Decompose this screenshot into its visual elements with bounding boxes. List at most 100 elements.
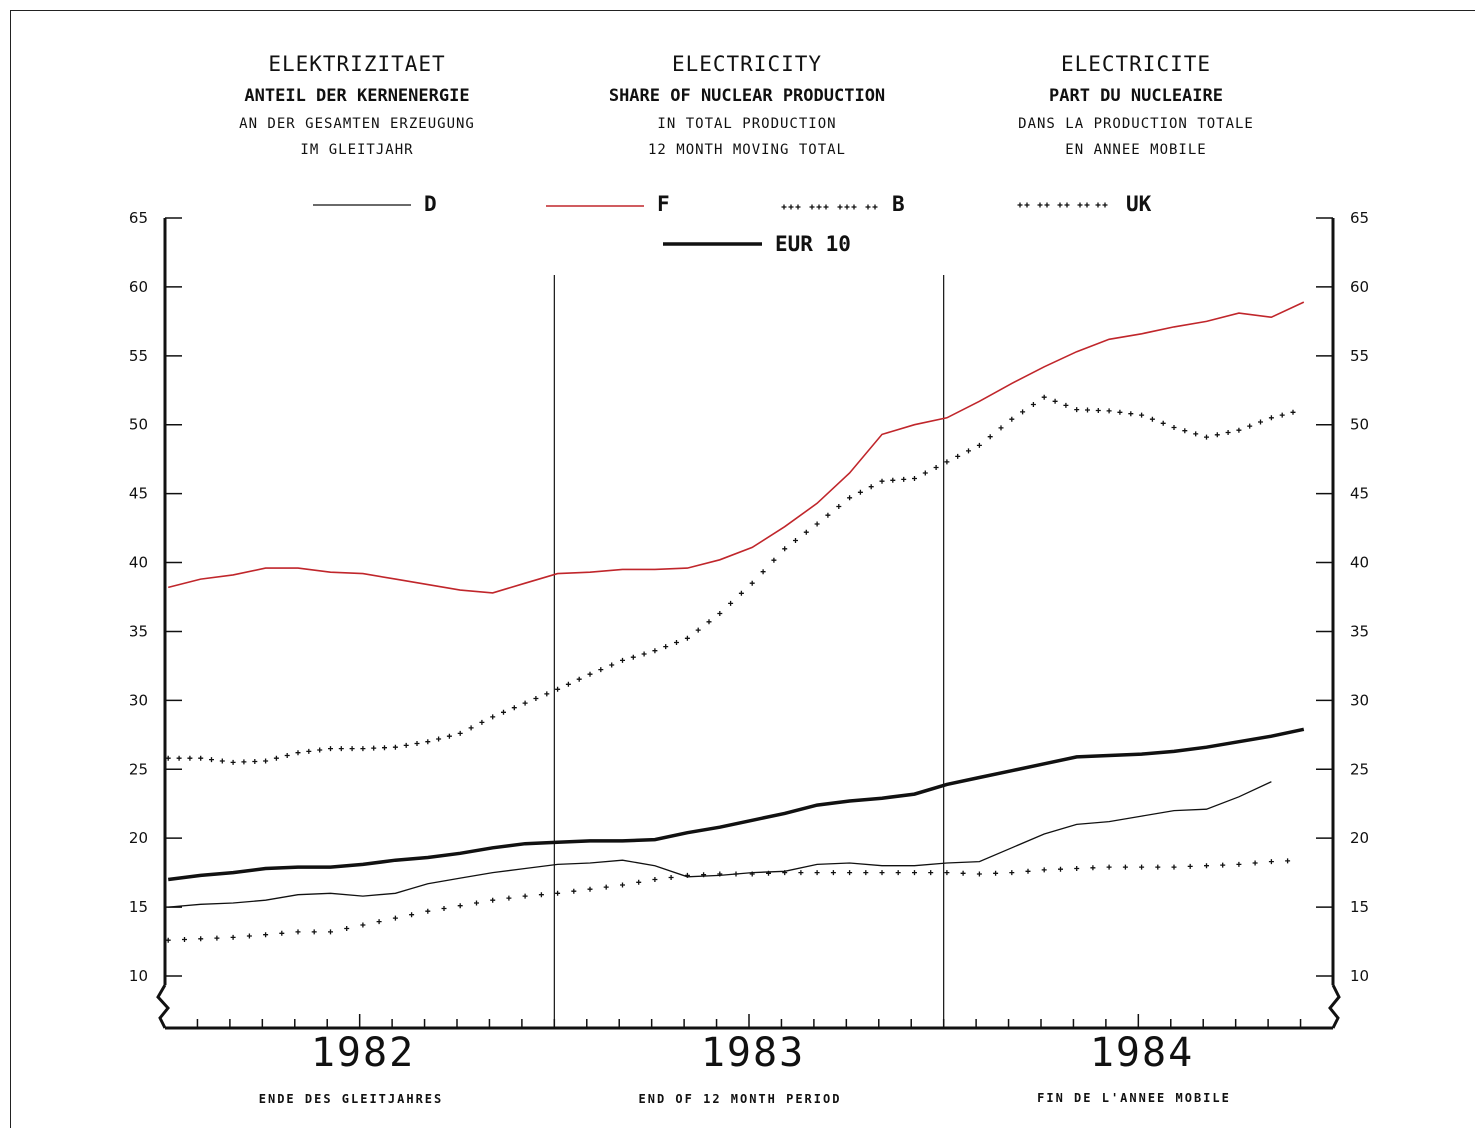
series-b-mark <box>382 745 387 751</box>
legend-b-mark <box>872 204 878 210</box>
y-tick-label-right: 55 <box>1350 347 1369 365</box>
series-uk-mark <box>620 882 625 888</box>
header-german-line3: AN DER GESAMTEN ERZEUGUNG <box>239 116 475 132</box>
series-b-mark <box>349 746 355 752</box>
series-b-mark <box>695 627 701 633</box>
header-french: ELECTRICITE PART DU NUCLEAIRE DANS LA PR… <box>936 52 1336 168</box>
series-uk-mark <box>279 930 285 936</box>
series-uk-mark <box>246 933 252 939</box>
y-tick-label-right: 20 <box>1350 829 1369 847</box>
series-uk-mark <box>1171 864 1177 870</box>
series-uk-mark <box>1074 866 1080 871</box>
legend-swatches <box>313 202 1108 246</box>
series-uk-mark <box>766 870 771 876</box>
series-uk-mark <box>863 870 869 876</box>
series-b-mark <box>1193 431 1199 437</box>
footer-german: ENDE DES GLEITJAHRES <box>258 1092 444 1106</box>
legend-b-mark <box>844 204 850 210</box>
series-uk-mark <box>993 870 999 876</box>
header-english: ELECTRICITY SHARE OF NUCLEAR PRODUCTION … <box>547 52 947 168</box>
series-uk-mark <box>701 872 707 878</box>
header-french-line3: DANS LA PRODUCTION TOTALE <box>1018 116 1254 132</box>
series-b-mark <box>371 745 377 751</box>
series-b-mark <box>976 442 982 448</box>
series-uk-mark <box>1252 860 1258 866</box>
series-b-mark <box>468 725 474 731</box>
series-uk-mark <box>198 936 204 942</box>
series-d-line <box>168 781 1272 908</box>
series-b-mark <box>1258 419 1263 425</box>
series-b-mark <box>641 651 647 657</box>
series-b-mark <box>328 746 333 752</box>
series-uk-mark <box>457 903 463 909</box>
legend-b-mark <box>816 204 822 210</box>
series-b-mark <box>252 759 258 764</box>
series-uk-mark <box>1139 864 1145 870</box>
legend-b-mark <box>851 204 857 210</box>
series-uk-mark <box>1041 867 1047 873</box>
series-b-mark <box>317 747 323 753</box>
series-uk-mark <box>409 912 415 918</box>
series-uk-mark <box>749 871 755 877</box>
header-english-line2: SHARE OF NUCLEAR PRODUCTION <box>608 86 886 106</box>
series-b-mark <box>933 465 939 470</box>
series-b-mark <box>1106 408 1112 414</box>
series-b-mark <box>533 696 539 701</box>
legend-swatch-b <box>781 204 878 210</box>
y-tick-label-left: 35 <box>129 622 148 640</box>
series-b-mark <box>198 755 204 761</box>
series-b-mark <box>457 730 463 736</box>
series-uk-mark <box>1025 868 1031 874</box>
series-uk-mark <box>668 875 674 880</box>
series-uk-mark <box>344 926 350 931</box>
legend-b-mark <box>809 204 815 210</box>
series-uk-mark <box>928 870 934 876</box>
series-b-mark <box>1247 423 1253 429</box>
series-b-mark <box>663 644 669 650</box>
header-english-line1: ELECTRICITY <box>671 52 823 76</box>
series-uk-mark <box>1122 864 1128 870</box>
series-b-mark <box>674 640 679 645</box>
y-tick-label-left: 60 <box>129 278 148 296</box>
header-french-line4: EN ANNEE MOBILE <box>1065 142 1207 158</box>
y-tick-label-left: 50 <box>129 416 148 434</box>
legend-uk-mark <box>1057 202 1063 208</box>
series-b-mark <box>219 758 225 764</box>
y-tick-label-right: 65 <box>1350 209 1369 227</box>
series-b-mark <box>738 590 744 596</box>
series-b-mark <box>749 580 755 586</box>
header-english-line4: 12 MONTH MOVING TOTAL <box>647 142 846 158</box>
series-b-mark <box>511 705 517 711</box>
series-uk-mark <box>230 934 236 940</box>
series-b-mark <box>847 495 853 501</box>
legend-uk-mark <box>1077 202 1083 208</box>
series-uk-mark <box>490 897 496 903</box>
series-b-mark <box>825 512 831 518</box>
series-uk-mark <box>1106 864 1112 870</box>
y-tick-label-left: 15 <box>129 898 148 916</box>
header-english-line3: IN TOTAL PRODUCTION <box>657 116 837 132</box>
legend-b-mark <box>781 204 787 210</box>
legend-uk-mark <box>1037 202 1043 208</box>
series-uk-mark <box>1204 863 1209 869</box>
series-b-mark <box>544 691 550 697</box>
series-b-mark <box>955 453 961 459</box>
series-b-mark <box>987 434 993 440</box>
series-b-mark <box>1063 402 1069 408</box>
series-b-mark <box>717 611 723 616</box>
series-uk-mark <box>636 879 642 885</box>
series-uk-mark <box>360 922 366 928</box>
series-b-mark <box>1204 434 1209 440</box>
series-uk-mark <box>474 900 479 906</box>
legend-b-mark <box>865 204 871 210</box>
series-b-mark <box>576 676 582 682</box>
axes: 10 10 15 15 20 20 25 25 30 30 35 35 40 40 45 45 50 50 55 55… <box>129 209 1369 1030</box>
series-b-mark <box>436 736 442 742</box>
series-b-mark <box>360 746 366 752</box>
series-b-mark <box>1171 425 1177 430</box>
legend-b-mark <box>788 204 794 210</box>
series-b-mark <box>1268 415 1274 421</box>
series-uk-mark <box>214 935 220 941</box>
chart-frame <box>10 10 1475 1128</box>
y-tick-label-right: 45 <box>1350 485 1369 503</box>
